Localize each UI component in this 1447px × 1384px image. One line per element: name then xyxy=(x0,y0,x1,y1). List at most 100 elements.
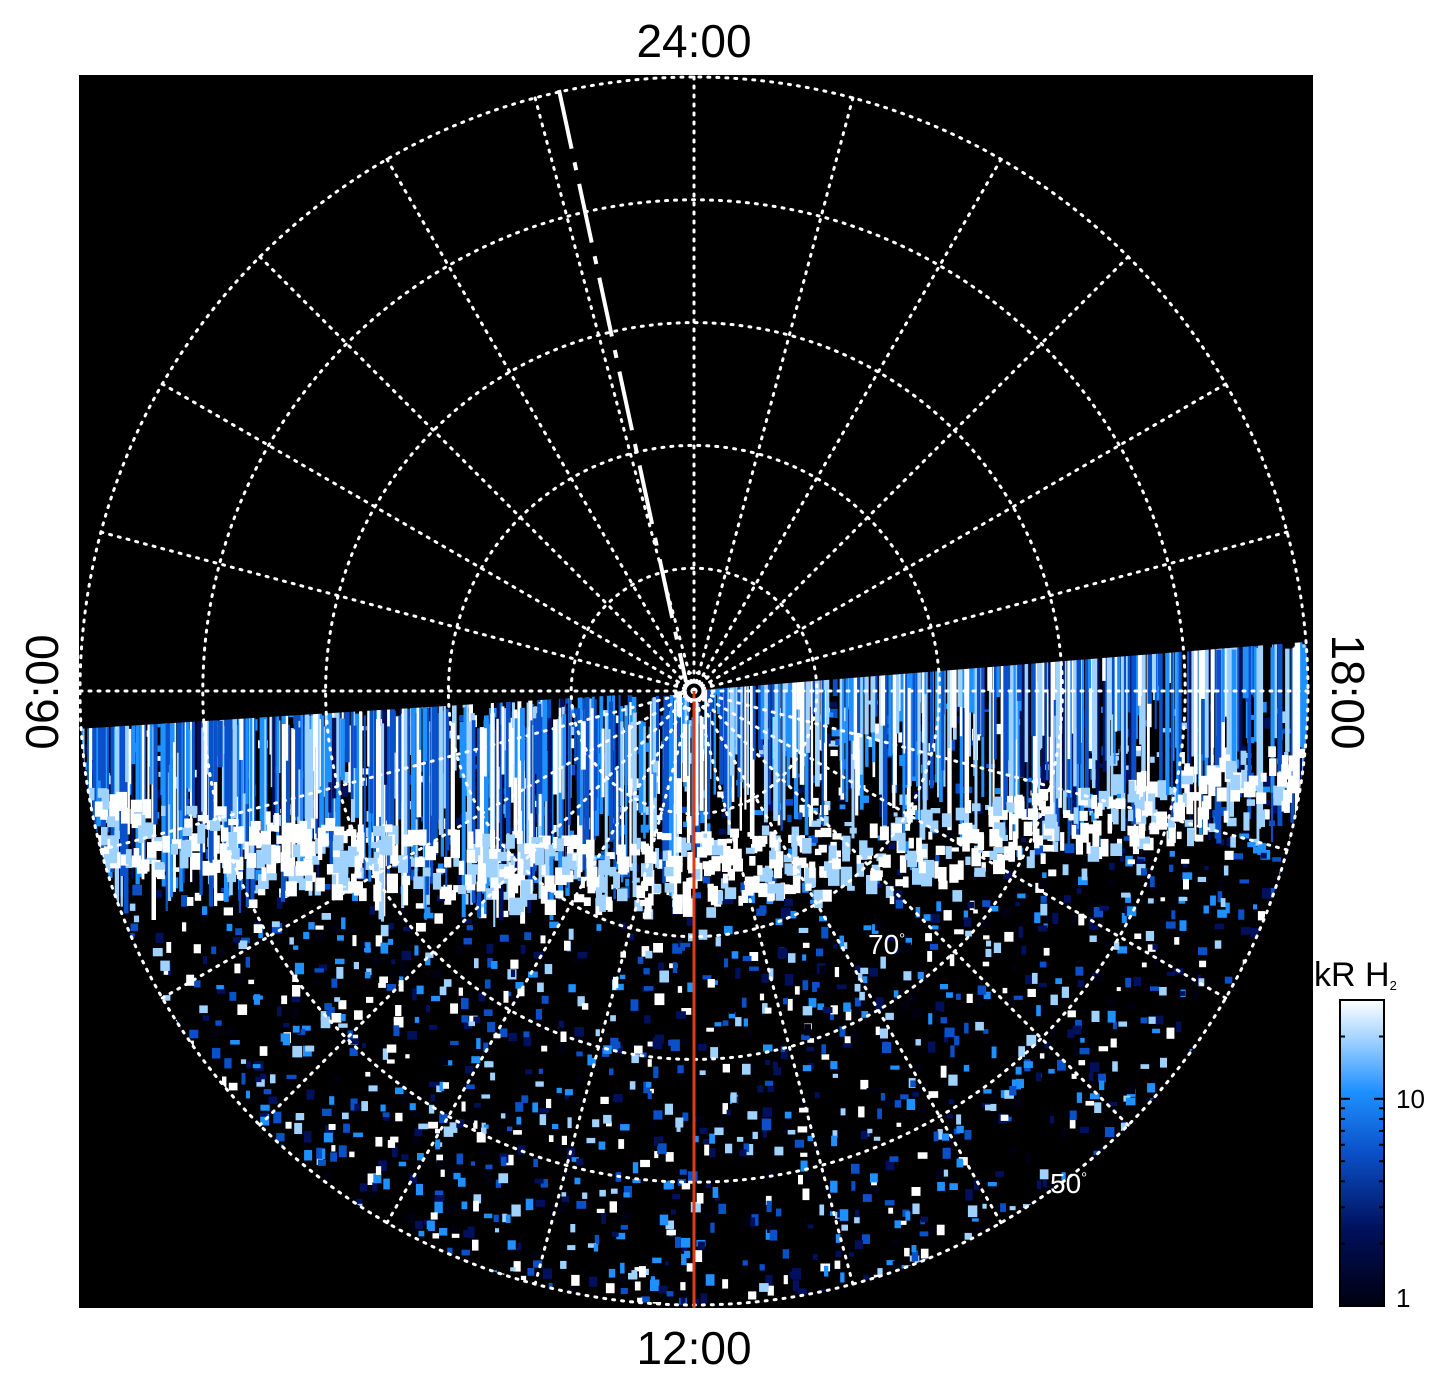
emission-pixel xyxy=(241,1072,246,1085)
emission-pixel xyxy=(465,1066,474,1074)
emission-streak xyxy=(383,723,386,917)
emission-pixel xyxy=(513,1130,522,1135)
emission-oval xyxy=(390,845,398,864)
emission-streak xyxy=(459,721,464,778)
emission-pixel xyxy=(888,842,896,850)
emission-pixel xyxy=(1151,801,1161,814)
emission-oval xyxy=(904,813,913,823)
emission-pixel xyxy=(839,935,844,947)
emission-pixel xyxy=(479,1149,488,1156)
emission-oval xyxy=(268,845,281,863)
emission-pixel xyxy=(871,731,881,740)
emission-pixel xyxy=(774,1146,784,1156)
emission-streak xyxy=(191,699,195,810)
emission-pixel xyxy=(1042,872,1047,878)
emission-oval xyxy=(1086,842,1091,854)
emission-oval xyxy=(1268,746,1276,758)
emission-streak xyxy=(1093,648,1098,761)
emission-oval xyxy=(988,806,996,815)
emission-pixel xyxy=(226,1027,234,1035)
emission-oval xyxy=(219,843,232,863)
emission-pixel xyxy=(851,1181,856,1191)
emission-pixel xyxy=(653,1066,659,1079)
emission-oval xyxy=(356,832,365,852)
emission-pixel xyxy=(459,715,466,722)
emission-oval xyxy=(733,848,742,861)
emission-pixel xyxy=(395,1087,404,1095)
emission-pixel xyxy=(1000,835,1008,841)
emission-pixel xyxy=(680,1282,686,1291)
emission-streak xyxy=(92,701,96,822)
emission-oval xyxy=(304,859,314,876)
emission-pixel xyxy=(586,944,593,953)
emission-pixel xyxy=(405,1054,410,1059)
emission-streak xyxy=(737,639,741,798)
emission-oval xyxy=(535,847,545,866)
emission-pixel xyxy=(1179,920,1187,931)
emission-pixel xyxy=(1055,978,1062,985)
emission-pixel xyxy=(541,995,549,1004)
emission-oval xyxy=(458,885,467,894)
emission-pixel xyxy=(259,1046,268,1056)
emission-pixel xyxy=(182,922,187,932)
emission-pixel xyxy=(810,899,815,904)
emission-pixel xyxy=(1210,895,1216,906)
emission-pixel xyxy=(782,1249,789,1259)
emission-pixel xyxy=(468,1021,475,1027)
emission-streak xyxy=(315,711,318,819)
emission-streak xyxy=(864,644,869,735)
emission-streak xyxy=(1147,638,1150,800)
emission-pixel xyxy=(923,914,931,921)
emission-oval xyxy=(1269,758,1277,776)
emission-pixel xyxy=(833,943,838,949)
emission-pixel xyxy=(895,899,903,909)
emission-pixel xyxy=(1069,1118,1076,1129)
emission-streak xyxy=(760,636,765,740)
emission-oval xyxy=(1127,809,1134,822)
emission-pixel xyxy=(507,1240,516,1250)
emission-oval xyxy=(878,856,888,867)
emission-oval xyxy=(722,873,728,884)
emission-pixel xyxy=(1086,824,1094,834)
emission-pixel xyxy=(320,1148,326,1159)
emission-pixel xyxy=(435,1139,441,1150)
emission-pixel xyxy=(759,905,767,914)
emission-pixel xyxy=(828,740,839,747)
emission-oval xyxy=(1246,799,1256,806)
emission-oval xyxy=(1157,780,1166,798)
emission-oval xyxy=(103,853,111,873)
emission-streak xyxy=(930,640,934,789)
emission-pixel xyxy=(338,1000,347,1010)
emission-pixel xyxy=(415,1183,423,1196)
emission-oval xyxy=(1260,772,1267,782)
emission-pixel xyxy=(390,1136,399,1143)
emission-oval xyxy=(331,874,337,887)
emission-pixel xyxy=(331,978,338,988)
emission-pixel xyxy=(203,956,208,965)
local-time-meridian-3 xyxy=(692,689,1130,1127)
emission-streak xyxy=(888,645,893,756)
emission-pixel xyxy=(531,878,541,883)
emission-streak xyxy=(618,690,621,857)
emission-pixel xyxy=(714,1127,724,1136)
emission-pixel xyxy=(664,1261,669,1266)
emission-streak xyxy=(419,702,422,750)
emission-oval xyxy=(477,876,484,888)
emission-streak xyxy=(780,640,783,831)
emission-pixel xyxy=(510,959,519,969)
emission-streak xyxy=(852,635,857,760)
emission-oval xyxy=(1012,831,1018,851)
emission-pixel xyxy=(788,848,794,860)
emission-oval xyxy=(1003,846,1015,861)
emission-pixel xyxy=(391,1146,398,1158)
emission-oval xyxy=(792,856,799,876)
emission-streak xyxy=(1049,649,1054,827)
emission-pixel xyxy=(235,928,243,936)
emission-pixel xyxy=(783,998,788,1005)
emission-pixel xyxy=(308,922,315,930)
emission-pixel xyxy=(1242,752,1252,758)
emission-oval xyxy=(527,893,538,900)
emission-pixel xyxy=(483,1009,493,1016)
emission-pixel xyxy=(765,1060,770,1065)
emission-pixel xyxy=(975,1226,985,1232)
